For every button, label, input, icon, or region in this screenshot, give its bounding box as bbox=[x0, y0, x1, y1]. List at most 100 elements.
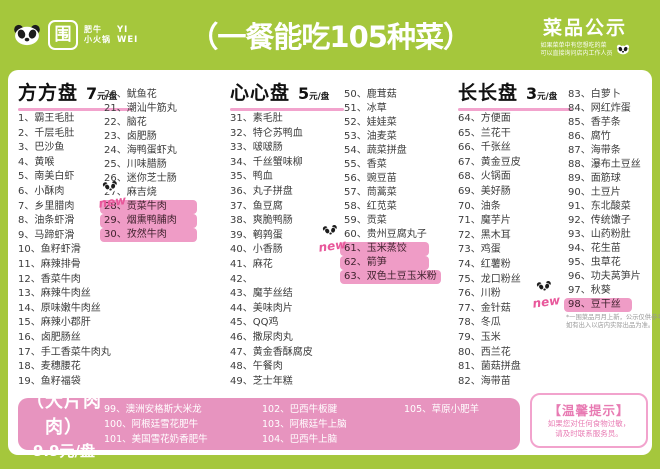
menu-item: 71、魔芋片 bbox=[458, 215, 511, 227]
meat-column-2: 102、巴西牛板腱 103、阿根廷牛上脑 104、巴西牛上脑 bbox=[262, 402, 394, 447]
menu-item: 1、霸王毛肚 bbox=[18, 113, 75, 124]
menu-item: 97、秋葵 bbox=[568, 285, 611, 296]
menu-item: 81、菌菇拼盘 bbox=[458, 361, 521, 373]
item-column-5: 64、方便面 65、兰花干 66、千张丝 67、黄金豆皮 68、火锅面 69、美好肠 70、… bbox=[458, 112, 566, 389]
menu-item: 30、孜然牛肉 bbox=[100, 228, 198, 242]
menu-item: 86、腐竹 bbox=[568, 131, 611, 142]
publish-block: 菜品公示 如果菜单中有您想吃的菜 可以直接询问店内工作人员 bbox=[522, 13, 648, 57]
brand-logo: 围 肥牛 小火锅 YI WEI bbox=[12, 20, 138, 50]
group-header-heart-plate: 心心盘 5元/盘 bbox=[230, 78, 344, 111]
menu-item: 74、红薯粉 bbox=[458, 258, 511, 270]
menu-item: 43、魔芋丝结 bbox=[230, 288, 293, 300]
menu-item: 64、方便面 bbox=[458, 113, 511, 124]
menu-item: 36、丸子拼盘 bbox=[230, 185, 293, 197]
menu-item: 90、土豆片 bbox=[568, 187, 621, 198]
menu-item: 18、麦穗腰花 bbox=[18, 361, 81, 373]
menu-item: 83、白萝卜 bbox=[568, 89, 621, 100]
brand-name: 肥牛 小火锅 bbox=[84, 25, 111, 45]
menu-card bbox=[8, 70, 652, 455]
menu-item: 57、茼蒿菜 bbox=[344, 187, 397, 198]
brand-pinyin: YI WEI bbox=[117, 25, 138, 45]
menu-item: 59、贡菜 bbox=[344, 215, 387, 226]
menu-item: 91、东北酸菜 bbox=[568, 201, 631, 212]
item-column-6: 83、白萝卜 84、网红炸蛋 85、香芋条 86、腐竹 87、海带条 88、瀑布土豆丝 89… bbox=[564, 88, 652, 312]
menu-item: 61、玉米蒸饺 bbox=[340, 242, 429, 256]
menu-item: 54、蔬菜拼盘 bbox=[344, 145, 407, 156]
menu-item: 40、小香肠 bbox=[230, 244, 283, 256]
group-title: 方方盘 bbox=[18, 82, 79, 104]
menu-item: 80、西兰花 bbox=[458, 346, 511, 358]
menu-item: 79、玉米 bbox=[458, 331, 501, 343]
menu-item: 11、麻辣排骨 bbox=[18, 258, 81, 270]
menu-item: 70、油条 bbox=[458, 200, 501, 212]
menu-item: 63、双色土豆玉米粉 bbox=[340, 270, 441, 284]
menu-item: 34、千丝蟹味柳 bbox=[230, 156, 303, 168]
pinyin-line-1: YI bbox=[117, 25, 129, 35]
group-underline bbox=[18, 108, 132, 111]
menu-item: 46、撒尿肉丸 bbox=[230, 331, 293, 343]
menu-item: 28、贡菜牛肉 bbox=[100, 200, 198, 214]
fine-print-line-1: *一围菜品月月上新，公示仅供参考 bbox=[566, 314, 660, 321]
group-price-unit: 元/盘 bbox=[309, 92, 330, 102]
publish-note-row: 如果菜单中有您想吃的菜 可以直接询问店内工作人员 bbox=[522, 42, 648, 57]
group-header-square-plate: 方方盘 7元/盘 bbox=[18, 78, 132, 111]
menu-item: 102、巴西牛板腱 bbox=[262, 403, 338, 415]
menu-item: 75、龙口粉丝 bbox=[458, 273, 521, 285]
menu-item: 101、美国雪花奶香肥牛 bbox=[104, 433, 208, 445]
new-badge: new bbox=[90, 175, 132, 211]
header: 围 肥牛 小火锅 YI WEI （一餐能吃105种菜） 菜品公示 如果菜单中有您… bbox=[0, 0, 660, 70]
menu-item: 76、川粉 bbox=[458, 288, 501, 300]
menu-item: 10、鱼籽虾滑 bbox=[18, 244, 81, 256]
panda-icon bbox=[536, 280, 551, 293]
menu-item: 8、油条虾滑 bbox=[18, 215, 75, 227]
menu-item: 45、QQ鸡 bbox=[230, 317, 279, 329]
menu-item: 23、卤肥肠 bbox=[104, 131, 157, 142]
menu-item: 100、阿根廷雪花肥牛 bbox=[104, 418, 199, 430]
menu-item: 29、烟熏鸭脯肉 bbox=[100, 214, 198, 228]
menu-item: 77、金针菇 bbox=[458, 302, 511, 314]
publish-title: 菜品公示 bbox=[542, 17, 627, 39]
menu-item: 104、巴西牛上脑 bbox=[262, 433, 338, 445]
menu-item: 89、面筋球 bbox=[568, 173, 621, 184]
menu-item: 35、鸭血 bbox=[230, 171, 273, 183]
menu-item: 26、迷你芝士肠 bbox=[104, 173, 177, 184]
menu-item: 94、花生苗 bbox=[568, 243, 621, 254]
item-column-4: 50、鹿茸菇 51、冰草 52、娃娃菜 53、油麦菜 54、蔬菜拼盘 55、香菜 56、豌豆… bbox=[340, 88, 456, 284]
panda-icon bbox=[616, 44, 629, 55]
fine-print-line-2: 如有出入以店内实际出品为准。 bbox=[566, 322, 655, 329]
menu-item: 87、海带条 bbox=[568, 145, 621, 156]
group-price: 5 bbox=[298, 84, 310, 103]
menu-item: 31、素毛肚 bbox=[230, 113, 283, 124]
menu-item: 92、传统馓子 bbox=[568, 215, 631, 226]
item-column-2: 20、鱿鱼花 21、潮汕牛筋丸 22、脑花 23、卤肥肠 24、海鸭蛋虾丸 25、川味腊肠… bbox=[100, 88, 228, 242]
meat-section-price: 9.9元/盘 bbox=[32, 442, 96, 460]
menu-item: 7、乡里腊肉 bbox=[18, 200, 75, 212]
menu-item: 42、 bbox=[230, 273, 253, 285]
menu-item: 13、麻辣牛肉丝 bbox=[18, 288, 91, 300]
group-title: 长长盘 bbox=[458, 82, 519, 104]
publish-notes: 如果菜单中有您想吃的菜 可以直接询问店内工作人员 bbox=[540, 42, 612, 57]
menu-item: 33、啵啵肠 bbox=[230, 142, 283, 154]
meat-section-title: （大片肉肉） bbox=[26, 391, 102, 438]
menu-item: 44、美味肉片 bbox=[230, 302, 293, 314]
menu-item: 49、芝士年糕 bbox=[230, 375, 293, 387]
menu-item: 16、卤肥肠丝 bbox=[18, 331, 81, 343]
logo-mark: 围 bbox=[48, 20, 78, 50]
new-badge: new bbox=[524, 275, 566, 311]
menu-item: 93、山药粉肚 bbox=[568, 229, 631, 240]
group-price-unit: 元/盘 bbox=[537, 92, 558, 102]
menu-item: 95、虫草花 bbox=[568, 257, 621, 268]
big-meat-section: （大片肉肉） 9.9元/盘 99、澳洲安格斯大米龙 100、阿根廷雪花肥牛 101、… bbox=[18, 391, 520, 460]
menu-item: 12、香菜牛肉 bbox=[18, 273, 81, 285]
menu-item: 68、火锅面 bbox=[458, 171, 511, 183]
page-title: （一餐能吃105种菜） bbox=[189, 20, 472, 54]
menu-item: 52、娃娃菜 bbox=[344, 117, 397, 128]
menu-item: 82、海带苗 bbox=[458, 375, 511, 387]
menu-item: 62、箭笋 bbox=[340, 256, 429, 270]
menu-item: 78、冬瓜 bbox=[458, 317, 501, 329]
meat-column-1: 99、澳洲安格斯大米龙 100、阿根廷雪花肥牛 101、美国雪花奶香肥牛 bbox=[104, 402, 252, 447]
meat-title-block: （大片肉肉） 9.9元/盘 bbox=[24, 387, 104, 461]
menu-item: 69、美好肠 bbox=[458, 185, 511, 197]
menu-item: 50、鹿茸菇 bbox=[344, 89, 397, 100]
meat-column-3: 105、草原小肥羊 bbox=[404, 402, 504, 447]
